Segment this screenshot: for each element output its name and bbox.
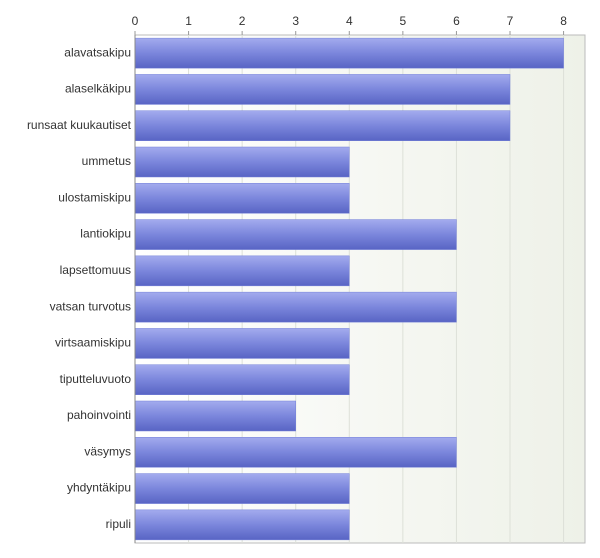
y-tick-label: runsaat kuukautiset [27, 118, 132, 132]
x-tick-label: 1 [185, 14, 192, 28]
bar [134, 37, 564, 69]
x-tick-label: 2 [239, 14, 246, 28]
y-tick-label: yhdyntäkipu [67, 481, 131, 495]
y-tick-label: tiputteluvuoto [60, 372, 132, 386]
y-tick-label: väsymys [84, 444, 131, 458]
y-tick-label: alavatsakipu [64, 45, 131, 59]
x-tick-label: 7 [507, 14, 514, 28]
x-tick-label: 8 [560, 14, 567, 28]
bar [134, 509, 350, 541]
y-tick-label: virtsaamiskipu [55, 336, 131, 350]
y-tick-label: ripuli [106, 517, 131, 531]
bar [134, 110, 511, 141]
bar [134, 473, 350, 504]
y-tick-label: ulostamiskipu [58, 190, 131, 204]
y-tick-label: ummetus [82, 154, 131, 168]
y-tick-label: lantiokipu [80, 227, 131, 241]
bar [134, 183, 350, 214]
y-tick-label: alaselkäkipu [65, 82, 131, 96]
bar [134, 328, 350, 359]
y-tick-label: lapsettomuus [60, 263, 131, 277]
y-tick-label: vatsan turvotus [50, 299, 131, 313]
bar [134, 364, 350, 395]
x-tick-label: 4 [346, 14, 353, 28]
bar [134, 146, 350, 178]
bar [134, 400, 296, 432]
bar [134, 291, 457, 323]
bar [134, 437, 457, 468]
bar [134, 74, 511, 105]
y-tick-label: pahoinvointi [67, 408, 131, 422]
x-tick-label: 5 [400, 14, 407, 28]
x-tick-label: 0 [132, 14, 139, 28]
bar [134, 255, 350, 287]
x-tick-label: 6 [453, 14, 460, 28]
bar [134, 219, 457, 250]
x-tick-label: 3 [292, 14, 299, 28]
